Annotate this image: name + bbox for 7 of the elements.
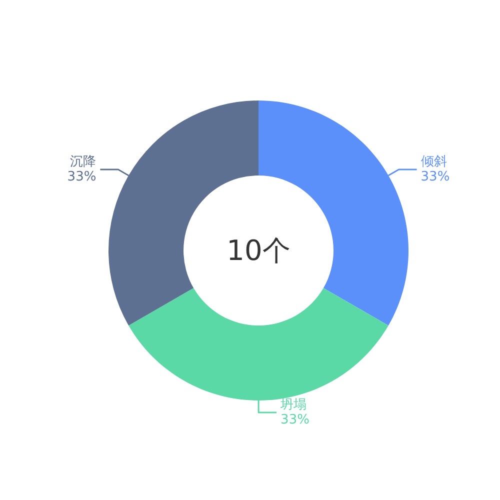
- text: 10个: [226, 234, 290, 267]
- data-label: 33%: [67, 170, 96, 185]
- data-label: 33%: [280, 412, 310, 428]
- slice-label: 沉降: [70, 154, 96, 170]
- data-label: 33%: [420, 169, 450, 184]
- slice-label: 倾斜: [420, 154, 447, 170]
- slice-label: 坍塌: [280, 398, 307, 412]
